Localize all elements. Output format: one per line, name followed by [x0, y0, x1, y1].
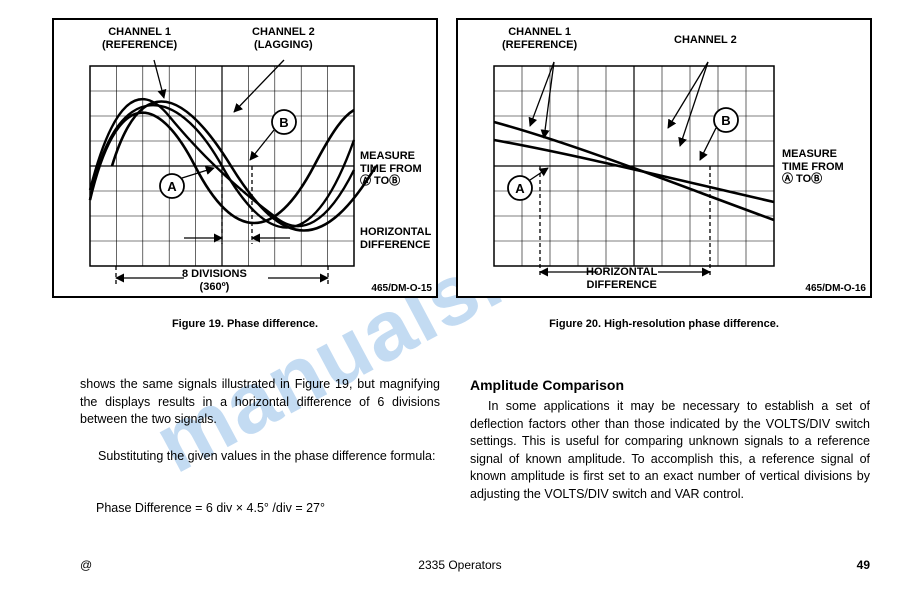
leftcol-p1: shows the same signals illustrated in Fi… [80, 376, 440, 429]
fig19-ch1-label: CHANNEL 1 (REFERENCE) [102, 26, 177, 51]
rightcol-p1: In some applications it may be necessary… [470, 398, 870, 503]
fig20-caption: Figure 20. High-resolution phase differe… [456, 318, 872, 330]
fig19-measure-label: MEASURE TIME FROM Ⓐ TOⒷ [360, 150, 422, 188]
rightcol-heading: Amplitude Comparison [470, 376, 870, 396]
footer-right: 49 [857, 558, 870, 572]
fig19-ch2-label: CHANNEL 2 (LAGGING) [252, 26, 315, 51]
svg-text:A: A [167, 179, 177, 194]
fig20-horiz-label: HORIZONTAL DIFFERENCE [586, 266, 657, 291]
leftcol-p2: Substituting the given values in the pha… [80, 448, 440, 466]
svg-text:B: B [279, 115, 288, 130]
fig20-code: 465/DM-O-16 [805, 283, 866, 295]
fig19-horiz-label: HORIZONTAL DIFFERENCE [360, 226, 431, 251]
fig19-divs-label: 8 DIVISIONS (360º) [182, 268, 247, 293]
fig19-code: 465/DM-O-15 [371, 283, 432, 295]
fig20-ch2-label: CHANNEL 2 [674, 34, 737, 47]
figure-19-box: A B CHANNEL 1 (REFERENCE) CHANNEL 2 (LAG… [52, 18, 438, 298]
footer-center: 2335 Operators [0, 558, 920, 572]
fig20-measure-label: MEASURE TIME FROM Ⓐ TOⒷ [782, 148, 844, 186]
svg-text:A: A [515, 181, 525, 196]
fig19-caption: Figure 19. Phase difference. [52, 318, 438, 330]
figure-20-box: A B CHANNEL 1 (REFERENCE) CHANNEL 2 MEAS… [456, 18, 872, 298]
leftcol-eq: Phase Difference = 6 div × 4.5° /div = 2… [96, 500, 456, 518]
fig20-ch1-label: CHANNEL 1 (REFERENCE) [502, 26, 577, 51]
page: manualshive.com [0, 0, 920, 594]
svg-text:B: B [721, 113, 730, 128]
